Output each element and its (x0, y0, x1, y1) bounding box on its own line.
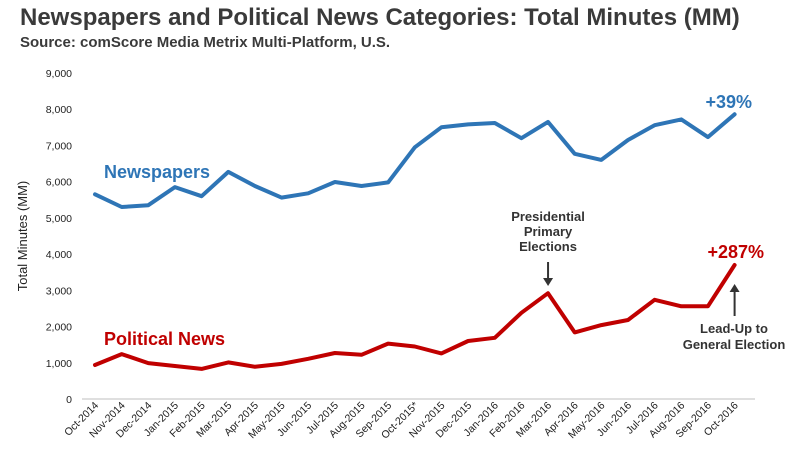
newspapers-series-label: Newspapers (104, 162, 210, 182)
primary-elections-arrow-head (543, 278, 554, 286)
primary-elections-annotation: Elections (519, 239, 577, 254)
y-tick-label: 2,000 (46, 322, 72, 334)
political-news-change-label: +287% (707, 242, 764, 262)
y-tick-label: 7,000 (46, 140, 72, 152)
y-tick-label: 9,000 (46, 68, 72, 80)
general-election-arrow-head (729, 284, 740, 292)
chart-title: Newspapers and Political News Categories… (20, 4, 740, 31)
y-tick-label: 8,000 (46, 104, 72, 116)
y-tick-label: 4,000 (46, 249, 72, 261)
primary-elections-annotation: Presidential (511, 209, 585, 224)
y-tick-label: 5,000 (46, 213, 72, 225)
newspapers-change-label: +39% (705, 92, 752, 112)
y-tick-label: 6,000 (46, 177, 72, 189)
general-election-annotation: General Election (683, 337, 786, 352)
y-tick-label: 1,000 (46, 358, 72, 370)
political-news-series-label: Political News (104, 329, 225, 349)
primary-elections-annotation: Primary (524, 224, 573, 239)
chart-subtitle: Source: comScore Media Metrix Multi-Plat… (20, 34, 391, 51)
y-tick-label: 0 (66, 394, 72, 406)
y-axis-label: Total Minutes (MM) (15, 181, 30, 292)
y-tick-label: 3,000 (46, 285, 72, 297)
political-news-line (93, 263, 737, 371)
general-election-annotation: Lead-Up to (700, 321, 768, 336)
newspapers-line (93, 112, 737, 209)
